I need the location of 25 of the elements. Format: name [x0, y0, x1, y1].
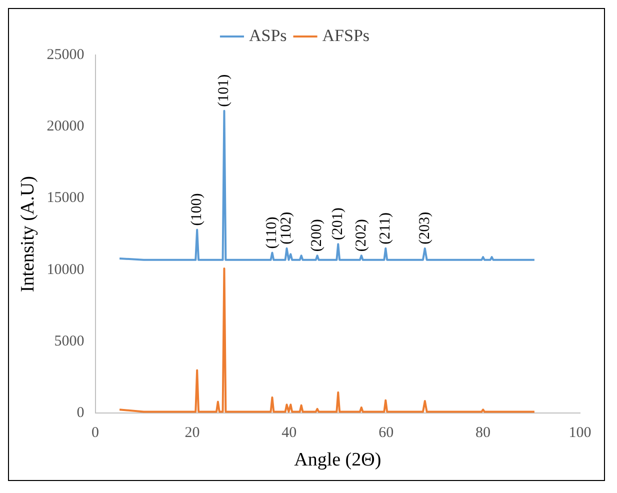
annotation: (100) — [189, 193, 206, 226]
annotation: (110) — [264, 216, 280, 249]
y-tick-label: 5000 — [54, 333, 84, 350]
legend-label: ASPs — [248, 26, 287, 45]
x-tick-label: 100 — [568, 425, 592, 442]
x-tick-label: 20 — [184, 425, 200, 442]
x-tick-label: 0 — [92, 425, 100, 442]
y-axis-title: Intensity (A.U) — [17, 176, 38, 292]
y-tick-label: 25000 — [46, 46, 84, 63]
x-axis-title: Angle (2Θ) — [294, 450, 382, 471]
x-tick-label: 40 — [282, 425, 297, 442]
annotation: (101) — [216, 74, 232, 107]
y-tick-label: 15000 — [46, 190, 84, 206]
x-tick-label: 60 — [378, 425, 394, 442]
annotation: (201) — [330, 208, 346, 240]
annotation: (202) — [353, 219, 370, 252]
annotation: (203) — [416, 212, 433, 244]
y-tick-label: 20000 — [46, 118, 84, 135]
annotation: (200) — [309, 219, 326, 252]
annotation: (211) — [378, 212, 394, 244]
y-tick-label: 0 — [76, 405, 84, 422]
annotation: (102) — [278, 212, 295, 244]
legend-label: AFSPs — [322, 26, 370, 45]
y-tick-label: 10000 — [46, 262, 84, 278]
x-tick-label: 80 — [476, 425, 491, 442]
